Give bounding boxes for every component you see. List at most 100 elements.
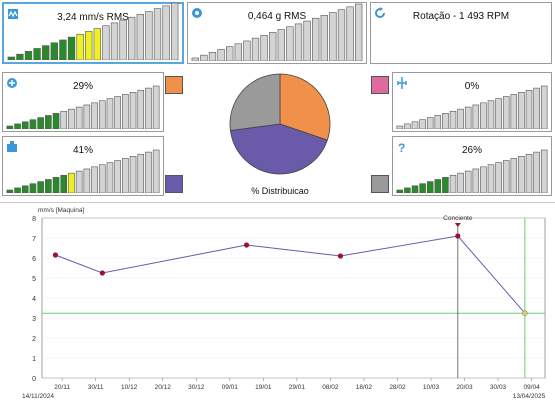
x-tick-label: 20/12 — [155, 384, 172, 391]
gauge-bar — [93, 28, 101, 60]
gauge-bar — [502, 96, 510, 129]
gauge-bar — [29, 119, 37, 129]
pump-percent: 41% — [72, 145, 93, 156]
gauge-bar — [83, 168, 91, 193]
data-point[interactable] — [52, 252, 59, 258]
gauge-bar — [67, 36, 76, 60]
gauge-bar — [346, 6, 354, 61]
gauge-bar — [472, 168, 480, 193]
gauge-bar — [329, 12, 337, 61]
gauge-bar — [129, 92, 137, 129]
gauge-bar — [91, 166, 98, 193]
pie-slice — [229, 73, 281, 131]
gauge-bar — [52, 177, 60, 193]
unknown-percent: 26% — [461, 145, 482, 156]
x-tick-label: 10/12 — [121, 384, 138, 391]
gauge-bar — [472, 104, 480, 129]
x-tick-label: 28/02 — [389, 384, 406, 391]
x-tick-label: 30/12 — [188, 384, 205, 391]
gauge-bar — [114, 96, 121, 129]
gauge-bar — [251, 37, 260, 61]
gauge-bar — [533, 87, 540, 129]
x-tick-label: 30/03 — [490, 384, 507, 391]
gauge-bar — [449, 110, 457, 129]
rotation-icon — [374, 6, 386, 18]
gauge-bar — [6, 189, 14, 193]
gauge-bar — [217, 49, 225, 61]
gauge-bar — [208, 52, 217, 61]
gauge-bar — [286, 26, 294, 61]
question-icon: ? — [396, 140, 408, 155]
y-tick-label: 6 — [32, 256, 36, 263]
gauge-bar — [37, 181, 44, 193]
gauge-bar — [404, 187, 411, 193]
pump-panel[interactable]: 41% — [2, 136, 164, 196]
gauge-bar — [33, 48, 41, 60]
y-tick-label: 4 — [32, 296, 36, 303]
acceleration-value: 0,464 g RMS — [247, 11, 307, 22]
pie-slice — [229, 123, 328, 175]
velocity-bar-gauge — [7, 2, 179, 60]
gauge-bar — [411, 185, 419, 193]
divider — [0, 202, 555, 203]
velocity-value: 3,24 mm/s RMS — [57, 12, 129, 23]
gauge-bar — [24, 51, 33, 60]
gauge-bar — [29, 183, 37, 193]
gauge-bar — [106, 98, 114, 129]
bearing-percent: 29% — [72, 81, 93, 92]
data-point[interactable] — [337, 253, 344, 259]
gauge-bar — [540, 85, 548, 129]
gauge-bar — [60, 110, 68, 129]
gauge-bar — [540, 149, 548, 193]
y-tick-label: 5 — [32, 276, 36, 283]
electrical-color-swatch — [371, 76, 389, 94]
gauge-bar — [396, 189, 404, 193]
gauge-bar — [480, 102, 487, 129]
gauge-bar — [518, 92, 525, 129]
trend-chart[interactable]: 0 1 2 3 4 5 6 7 8 mm/s [Maquina] 20/11 30/11 10/12 20… — [0, 202, 555, 400]
gauge-bar — [525, 153, 533, 193]
pie-svg — [229, 73, 331, 175]
velocity-panel[interactable]: 3,24 mm/s RMS — [2, 2, 184, 64]
bearing-panel[interactable]: 29% — [2, 72, 164, 132]
electrical-panel[interactable]: 0% — [392, 72, 552, 132]
unknown-bar-gauge — [396, 149, 548, 193]
y-tick-label: 0 — [32, 376, 36, 383]
gauge-bar — [457, 172, 464, 193]
gauge-bar — [419, 183, 426, 193]
gauge-bar — [98, 100, 106, 129]
gauge-bar — [191, 57, 199, 61]
data-point[interactable] — [522, 310, 528, 316]
x-tick-label: 09/04 — [523, 384, 540, 391]
x-tick-label: 19/01 — [255, 384, 272, 391]
gauge-bar — [42, 45, 50, 60]
gauge-bar — [145, 151, 152, 193]
x-tick-label: 18/02 — [356, 384, 373, 391]
gauge-bar — [21, 121, 29, 129]
gauge-bar — [525, 89, 533, 129]
unknown-panel[interactable]: ? 26% — [392, 136, 552, 196]
gauge-bar — [122, 94, 129, 129]
gauge-bar — [98, 164, 106, 193]
end-date-label: 13/04/2025 — [513, 393, 546, 400]
gauge-bar — [464, 106, 472, 129]
data-point[interactable] — [243, 242, 250, 248]
gauge-bar — [419, 119, 426, 129]
data-point[interactable] — [455, 233, 461, 239]
unknown-color-swatch — [371, 175, 389, 193]
acceleration-panel[interactable]: 0,464 g RMS — [187, 2, 367, 64]
gauge-bar — [171, 2, 179, 60]
electrical-icon — [396, 76, 408, 89]
pump-color-swatch — [165, 175, 183, 193]
gauge-bar — [434, 179, 442, 193]
gauge-bar — [487, 100, 495, 129]
gauge-bar — [14, 187, 21, 193]
gauge-bar — [85, 31, 93, 60]
rotation-panel[interactable]: Rotação - 1 493 RPM — [370, 2, 552, 64]
gauge-bar — [102, 25, 110, 60]
gauge-bar — [269, 32, 277, 61]
bearing-bar-gauge — [6, 85, 160, 129]
pie-slice — [279, 73, 331, 141]
data-point[interactable] — [99, 270, 105, 276]
y-tick-label: 7 — [32, 236, 36, 243]
